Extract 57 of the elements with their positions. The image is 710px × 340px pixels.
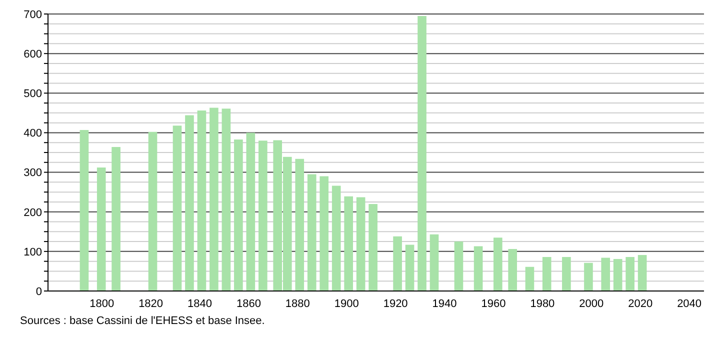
x-tick-label: 1880	[285, 298, 310, 310]
x-tick-label: 2040	[677, 298, 702, 310]
source-note: Sources : base Cassini de l'EHESS et base Insee.	[20, 315, 266, 327]
bar	[613, 258, 622, 291]
bar	[234, 139, 243, 291]
bar	[474, 246, 483, 291]
bar	[356, 197, 366, 291]
bar	[185, 115, 194, 291]
bar	[393, 236, 402, 291]
x-tick-label: 1940	[432, 298, 457, 310]
y-tick-label: 500	[24, 88, 42, 100]
y-tick-label: 700	[24, 8, 42, 21]
y-tick-label: 400	[24, 128, 42, 140]
bar	[148, 132, 158, 291]
bar	[584, 262, 593, 291]
x-tick-label: 1900	[334, 298, 359, 310]
bar	[601, 258, 610, 291]
x-tick-label: 2000	[579, 298, 604, 310]
x-tick-label: 1980	[530, 298, 555, 310]
bar	[368, 204, 378, 291]
bar	[307, 174, 316, 291]
x-tick-label: 1860	[236, 298, 261, 310]
bar	[626, 256, 634, 291]
bar	[320, 176, 329, 291]
bar	[344, 196, 353, 291]
x-tick-label: 1960	[481, 298, 506, 310]
x-tick-label: 1800	[90, 298, 114, 310]
bar	[222, 108, 231, 291]
x-tick-label: 2020	[628, 298, 653, 310]
bar	[210, 108, 218, 291]
bar	[418, 16, 426, 291]
bar	[638, 254, 647, 291]
bar	[430, 234, 439, 291]
bar	[454, 242, 464, 291]
bar	[96, 168, 106, 291]
x-tick-label: 1840	[188, 298, 212, 310]
y-tick-label: 600	[24, 48, 42, 60]
x-tick-label: 1920	[383, 298, 408, 310]
bar	[405, 244, 414, 291]
bar	[246, 132, 256, 291]
y-tick-label: 200	[24, 206, 42, 219]
bar	[295, 158, 304, 291]
bar	[112, 146, 120, 291]
bar	[562, 256, 571, 291]
bar	[197, 110, 206, 291]
bar	[508, 249, 517, 291]
bar	[258, 140, 268, 291]
x-tick-label: 1820	[138, 298, 164, 310]
bar	[332, 186, 341, 291]
bar	[80, 130, 89, 291]
y-tick-label: 300	[24, 167, 42, 180]
bar	[493, 238, 502, 291]
bar	[542, 256, 552, 291]
bar	[172, 126, 182, 291]
y-tick-label: 0	[36, 286, 42, 298]
y-tick-label: 100	[24, 246, 42, 258]
bar	[525, 266, 534, 291]
